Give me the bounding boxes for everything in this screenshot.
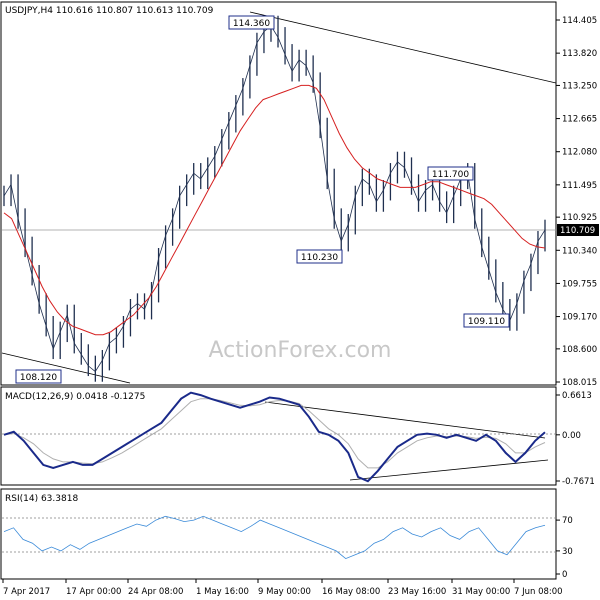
rsi-title: RSI(14) 63.3818 (5, 494, 78, 504)
svg-text:110.709: 110.709 (560, 226, 595, 236)
y-axis-ticks: 114.405 113.820 113.250 112.665 112.080 111.4… (556, 16, 597, 580)
x-tick-label: 7 Jun 08:00 (514, 587, 563, 597)
rsi-y-tick-label: 0 (562, 570, 567, 580)
ma-line (3, 84, 546, 336)
annotation-110230: 110.230 (296, 249, 343, 264)
rsi-y-tick-label: 30 (562, 547, 573, 557)
annotation-108120: 108.120 (15, 369, 62, 384)
y-tick-label: 114.405 (562, 16, 597, 26)
moving-average (3, 84, 546, 336)
x-tick-label: 16 May 08:00 (322, 587, 380, 597)
rsi-line (3, 515, 546, 560)
macd-y-tick-label: 0.6613 (562, 391, 592, 401)
trend-line-lower (1, 352, 131, 384)
trend-line-upper (249, 11, 557, 84)
y-tick-label: 113.820 (562, 49, 597, 59)
y-tick-label: 109.755 (562, 279, 597, 289)
signal-line (3, 398, 546, 469)
svg-text:114.360: 114.360 (233, 19, 270, 29)
annotation-111700: 111.700 (427, 166, 474, 181)
macd-panel (0, 386, 557, 486)
y-tick-label: 112.665 (562, 115, 597, 125)
svg-text:108.120: 108.120 (20, 373, 57, 383)
x-tick-label: 23 May 16:00 (388, 587, 446, 597)
x-tick-label: 9 May 00:00 (258, 587, 311, 597)
rsi-panel (0, 488, 557, 580)
macd-y-tick-label: -0.7671 (562, 477, 595, 487)
y-tick-label: 108.015 (562, 378, 597, 388)
macd-series (3, 391, 546, 483)
current-price-tag: 110.709 (557, 224, 599, 236)
y-tick-label: 112.080 (562, 148, 597, 158)
rsi-y-tick-label: 70 (562, 516, 573, 526)
price-line (3, 25, 546, 373)
y-tick-label: 110.925 (562, 213, 597, 223)
price-title: USDJPY,H4 110.616 110.807 110.613 110.70… (5, 6, 214, 16)
x-tick-label: 1 May 16:00 (196, 587, 249, 597)
macd-title: MACD(12,26,9) 0.0418 -0.1275 (5, 392, 145, 402)
y-tick-label: 113.250 (562, 81, 597, 91)
x-axis-ticks: 7 Apr 2017 17 Apr 00:00 24 Apr 08:00 1 May … (2, 579, 563, 597)
price-panel (0, 1, 557, 386)
y-tick-label: 110.340 (562, 246, 597, 256)
rsi-series (3, 515, 546, 560)
macd-y-tick-label: 0.00 (562, 431, 581, 441)
x-tick-label: 31 May 00:00 (452, 587, 510, 597)
y-tick-label: 111.495 (562, 181, 597, 191)
svg-text:109.110: 109.110 (468, 317, 505, 327)
macd-line (3, 391, 546, 483)
annotation-high: 114.360 (228, 15, 275, 30)
svg-text:111.700: 111.700 (432, 170, 469, 180)
x-tick-label: 24 Apr 08:00 (128, 587, 183, 597)
watermark: ActionForex.com (209, 338, 392, 363)
svg-text:110.230: 110.230 (301, 253, 338, 263)
macd-trend-lower (349, 459, 549, 481)
macd-trend-upper (264, 401, 546, 439)
y-tick-label: 109.170 (562, 313, 597, 323)
annotation-109110: 109.110 (463, 313, 510, 328)
x-tick-label: 17 Apr 00:00 (66, 587, 121, 597)
y-tick-label: 108.600 (562, 345, 597, 355)
x-tick-label: 7 Apr 2017 (3, 587, 50, 597)
